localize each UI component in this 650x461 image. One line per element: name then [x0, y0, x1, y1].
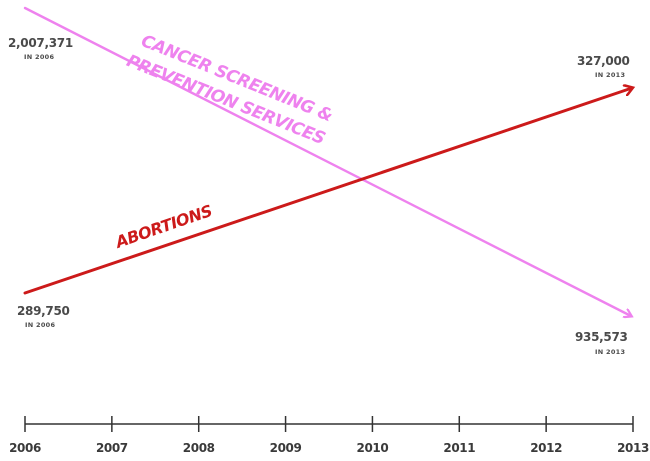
annotation-cancer-start-year: IN 2006 — [24, 53, 54, 61]
annotation-cancer-end-year: IN 2013 — [595, 348, 625, 356]
x-tick-label: 2006 — [9, 441, 41, 455]
x-tick-label: 2013 — [617, 441, 649, 455]
series-label-cancer-screening: CANCER SCREENING & PREVENTION SERVICES — [124, 31, 336, 149]
x-tick-label: 2011 — [443, 441, 475, 455]
annotation-cancer-end-value: 935,573 — [575, 330, 628, 344]
series-line-abortions — [23, 88, 632, 295]
series-label-abortions: ABORTIONS — [111, 201, 214, 252]
annotation-abortions-end: 327,000 IN 2013 — [577, 54, 630, 79]
annotation-abortions-start-year: IN 2006 — [25, 321, 55, 329]
x-tick-label: 2009 — [270, 441, 302, 455]
annotation-cancer-end: 935,573 IN 2013 — [575, 330, 628, 356]
series-label-abortions-text: ABORTIONS — [111, 201, 214, 252]
series-line-cancer-screening — [23, 6, 631, 316]
x-tick-label: 2010 — [357, 441, 389, 455]
annotation-abortions-start: 289,750 IN 2006 — [17, 304, 70, 329]
annotation-cancer-start: 2,007,371 IN 2006 — [8, 36, 73, 61]
annotation-cancer-start-value: 2,007,371 — [8, 36, 73, 50]
annotation-abortions-end-year: IN 2013 — [595, 71, 625, 79]
x-tick-label: 2012 — [530, 441, 562, 455]
annotation-abortions-start-value: 289,750 — [17, 304, 70, 318]
x-tick-label: 2008 — [183, 441, 215, 455]
x-axis: 2006 2007 2008 2009 2010 2011 2012 2013 — [9, 416, 649, 455]
x-tick-label: 2007 — [96, 441, 128, 455]
annotation-abortions-end-value: 327,000 — [577, 54, 630, 68]
